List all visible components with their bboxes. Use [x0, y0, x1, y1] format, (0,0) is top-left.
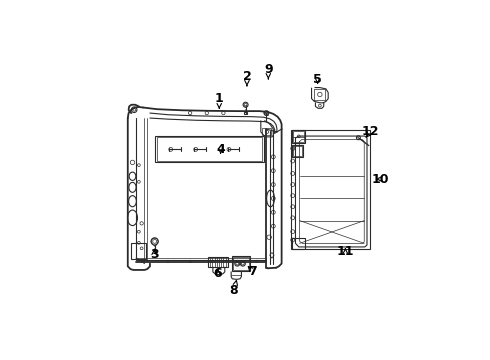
Text: 4: 4	[216, 143, 225, 157]
Text: 2: 2	[243, 70, 251, 86]
Bar	[292, 130, 305, 143]
Bar	[157, 138, 262, 161]
Text: 6: 6	[214, 267, 222, 280]
Text: 11: 11	[337, 245, 354, 258]
Bar	[293, 131, 304, 142]
Bar	[155, 136, 264, 162]
Text: 5: 5	[313, 73, 322, 86]
Text: 1: 1	[215, 92, 223, 108]
Bar	[233, 257, 249, 270]
Bar	[292, 145, 303, 157]
Text: 7: 7	[248, 265, 257, 278]
Bar	[293, 146, 302, 156]
Bar	[292, 130, 370, 249]
Bar	[232, 256, 250, 271]
Bar	[244, 112, 247, 114]
Text: 3: 3	[150, 248, 158, 261]
Bar	[130, 243, 146, 260]
Text: 12: 12	[362, 125, 379, 138]
Text: 10: 10	[371, 172, 389, 185]
Bar	[208, 257, 227, 267]
Bar	[292, 238, 305, 249]
Text: 8: 8	[230, 280, 238, 297]
Bar	[262, 128, 271, 135]
Text: 9: 9	[264, 63, 272, 79]
